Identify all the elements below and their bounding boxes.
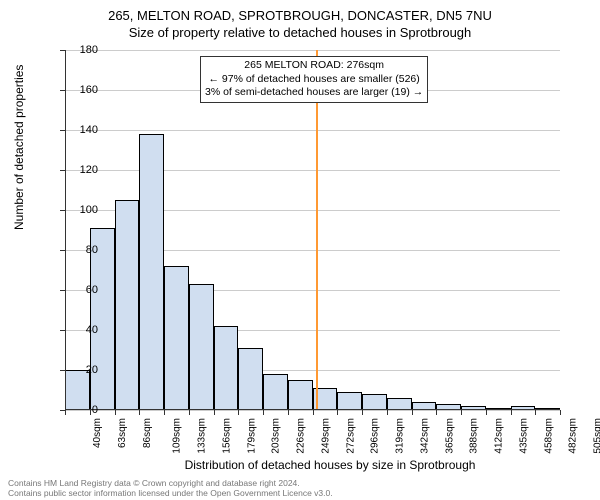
histogram-bar <box>139 134 164 410</box>
x-tick-label: 133sqm <box>197 418 208 454</box>
x-tick-label: 412sqm <box>494 418 505 454</box>
histogram-bar <box>65 370 90 410</box>
y-tick-label: 120 <box>80 164 98 176</box>
y-tick <box>60 370 65 371</box>
histogram-bar <box>189 284 214 410</box>
y-tick <box>60 130 65 131</box>
x-tick <box>362 410 363 415</box>
x-tick <box>461 410 462 415</box>
x-axis-label: Distribution of detached houses by size … <box>30 458 600 472</box>
x-tick <box>214 410 215 415</box>
y-tick-label: 20 <box>86 364 98 376</box>
y-tick <box>60 170 65 171</box>
x-tick-label: 458sqm <box>543 418 554 454</box>
x-tick <box>164 410 165 415</box>
x-tick-label: 319sqm <box>395 418 406 454</box>
y-tick <box>60 210 65 211</box>
y-tick-label: 140 <box>80 124 98 136</box>
x-tick-label: 296sqm <box>370 418 381 454</box>
x-tick <box>486 410 487 415</box>
x-tick-label: 40sqm <box>92 418 103 448</box>
histogram-bar <box>164 266 189 410</box>
x-tick-label: 435sqm <box>518 418 529 454</box>
x-tick-label: 109sqm <box>172 418 183 454</box>
histogram-bar <box>214 326 239 410</box>
x-tick <box>139 410 140 415</box>
x-tick <box>535 410 536 415</box>
x-tick-label: 505sqm <box>593 418 600 454</box>
y-tick <box>60 50 65 51</box>
x-tick-label: 156sqm <box>221 418 232 454</box>
x-tick <box>65 410 66 415</box>
x-tick <box>189 410 190 415</box>
x-tick-label: 203sqm <box>271 418 282 454</box>
x-tick-label: 63sqm <box>117 418 128 448</box>
x-tick-label: 86sqm <box>142 418 153 448</box>
x-tick <box>436 410 437 415</box>
histogram-bar <box>337 392 362 410</box>
y-tick-label: 180 <box>80 44 98 56</box>
y-axis-label: Number of detached properties <box>12 65 26 230</box>
x-tick-label: 179sqm <box>246 418 257 454</box>
x-tick <box>238 410 239 415</box>
y-tick-label: 80 <box>86 244 98 256</box>
x-tick <box>337 410 338 415</box>
histogram-bar <box>263 374 288 410</box>
x-tick <box>90 410 91 415</box>
histogram-bar <box>115 200 140 410</box>
chart-title-sub: Size of property relative to detached ho… <box>0 23 600 40</box>
y-tick-label: 160 <box>80 84 98 96</box>
x-tick <box>263 410 264 415</box>
grid-line <box>65 130 560 131</box>
y-tick-label: 100 <box>80 204 98 216</box>
histogram-bar <box>362 394 387 410</box>
marker-line <box>316 50 318 410</box>
x-tick <box>560 410 561 415</box>
y-tick-label: 40 <box>86 324 98 336</box>
x-tick <box>412 410 413 415</box>
x-tick-label: 365sqm <box>444 418 455 454</box>
y-tick <box>60 330 65 331</box>
x-tick-label: 342sqm <box>419 418 430 454</box>
histogram-bar <box>288 380 313 410</box>
x-tick <box>313 410 314 415</box>
x-tick-label: 272sqm <box>345 418 356 454</box>
annotation-line2: ← 97% of detached houses are smaller (52… <box>205 73 423 87</box>
chart-title-main: 265, MELTON ROAD, SPROTBROUGH, DONCASTER… <box>0 0 600 23</box>
y-tick-label: 0 <box>92 404 98 416</box>
y-axis-line <box>65 50 66 410</box>
annotation-line3: 3% of semi-detached houses are larger (1… <box>205 86 423 100</box>
annotation-line1: 265 MELTON ROAD: 276sqm <box>205 59 423 73</box>
x-tick-label: 388sqm <box>469 418 480 454</box>
x-tick-label: 249sqm <box>320 418 331 454</box>
x-tick-label: 482sqm <box>568 418 579 454</box>
y-tick-label: 60 <box>86 284 98 296</box>
y-tick <box>60 250 65 251</box>
footer-attribution: Contains HM Land Registry data © Crown c… <box>8 478 333 498</box>
y-tick <box>60 290 65 291</box>
x-tick <box>288 410 289 415</box>
annotation-box: 265 MELTON ROAD: 276sqm ← 97% of detache… <box>200 56 428 103</box>
x-tick <box>115 410 116 415</box>
plot-area: 265 MELTON ROAD: 276sqm ← 97% of detache… <box>65 50 560 410</box>
x-tick <box>387 410 388 415</box>
chart-container: 265, MELTON ROAD, SPROTBROUGH, DONCASTER… <box>0 0 600 500</box>
footer-line1: Contains HM Land Registry data © Crown c… <box>8 478 333 488</box>
x-tick-label: 226sqm <box>296 418 307 454</box>
histogram-bar <box>238 348 263 410</box>
footer-line2: Contains public sector information licen… <box>8 488 333 498</box>
x-tick <box>511 410 512 415</box>
grid-line <box>65 50 560 51</box>
y-tick <box>60 90 65 91</box>
